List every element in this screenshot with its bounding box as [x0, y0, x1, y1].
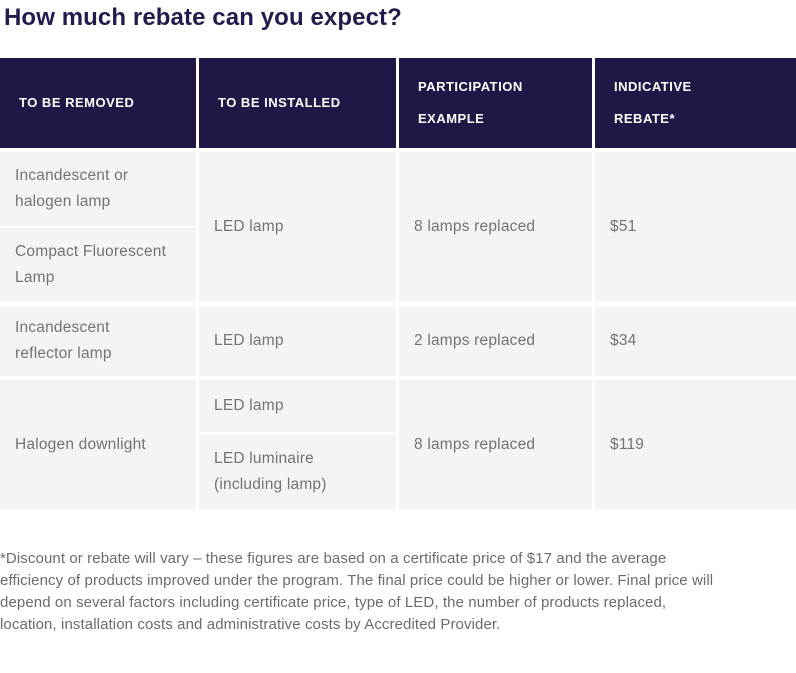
cell-rebate-group1: $51 [595, 152, 796, 302]
cell-removed-group2: Incandescent reflector lamp [0, 306, 196, 376]
header-indicative-rebate: INDICATIVE REBATE* [595, 58, 796, 148]
header-line: REBATE* [614, 111, 676, 126]
header-to-be-installed: TO BE INSTALLED [199, 58, 396, 148]
cell-example-group3: 8 lamps replaced [399, 380, 592, 510]
header-participation-example: PARTICIPATION EXAMPLE [399, 58, 592, 148]
header-line: TO BE REMOVED [19, 95, 135, 110]
cell-installed-group1: LED lamp [199, 152, 396, 302]
cell-installed-group2: LED lamp [199, 306, 396, 376]
cell-example-group1: 8 lamps replaced [399, 152, 592, 302]
cell-rebate-group2: $34 [595, 306, 796, 376]
cell-removed-group1: Incandescent or halogen lamp Compact Flu… [0, 152, 196, 302]
cell-removed-cfl: Compact Fluorescent Lamp [0, 228, 196, 302]
cell-rebate-group3: $119 [595, 380, 796, 510]
header-line: EXAMPLE [418, 111, 485, 126]
page-title: How much rebate can you expect? [4, 4, 402, 31]
footnote-line: efficiency of products improved under th… [0, 572, 714, 589]
header-line: INDICATIVE [614, 79, 692, 94]
header-to-be-removed: TO BE REMOVED [0, 58, 196, 148]
header-line: TO BE INSTALLED [218, 95, 341, 110]
rebate-table: TO BE REMOVED TO BE INSTALLED PARTICIPAT… [0, 58, 796, 510]
cell-removed-group3: Halogen downlight [0, 380, 196, 510]
footnote: *Discount or rebate will vary – these fi… [0, 548, 796, 636]
footnote-line: location, installation costs and adminis… [0, 616, 501, 633]
footnote-line: depend on several factors including cert… [0, 594, 667, 611]
cell-removed-incandescent-halogen: Incandescent or halogen lamp [0, 152, 196, 226]
header-line: PARTICIPATION [418, 79, 523, 94]
cell-example-group2: 2 lamps replaced [399, 306, 592, 376]
cell-installed-group3: LED lamp LED luminaire (including lamp) [199, 380, 396, 510]
cell-installed-led-luminaire: LED luminaire (including lamp) [199, 434, 396, 510]
footnote-line: *Discount or rebate will vary – these fi… [0, 550, 667, 567]
cell-installed-led-lamp: LED lamp [199, 380, 396, 432]
